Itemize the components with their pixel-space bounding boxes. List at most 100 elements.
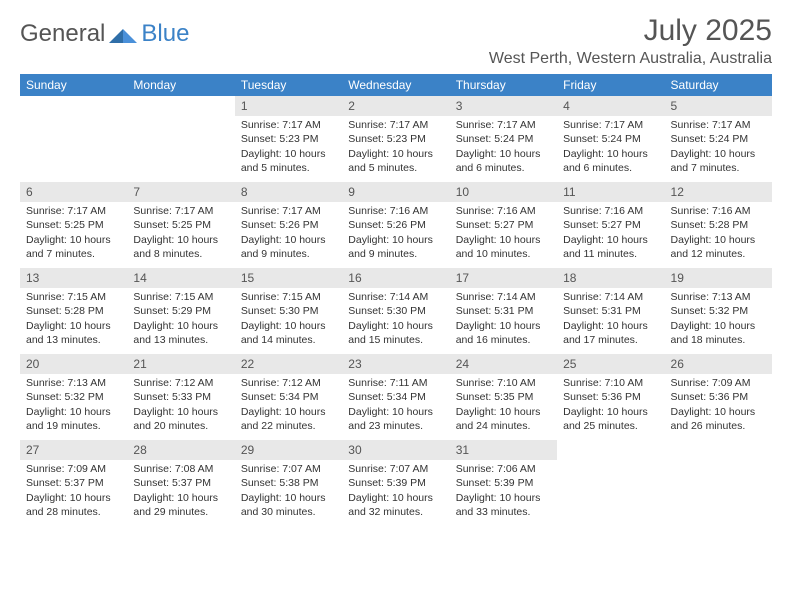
day-body: Sunrise: 7:16 AMSunset: 5:27 PMDaylight:… — [557, 202, 664, 265]
daylight-text: Daylight: 10 hours and 28 minutes. — [26, 491, 121, 519]
calendar-cell: 22Sunrise: 7:12 AMSunset: 5:34 PMDayligh… — [235, 354, 342, 440]
day-number: 20 — [20, 354, 127, 374]
sunrise-text: Sunrise: 7:15 AM — [26, 290, 121, 304]
sunrise-text: Sunrise: 7:15 AM — [133, 290, 228, 304]
day-body: Sunrise: 7:08 AMSunset: 5:37 PMDaylight:… — [127, 460, 234, 523]
day-header: Friday — [557, 74, 664, 96]
sunset-text: Sunset: 5:23 PM — [241, 132, 336, 146]
sunset-text: Sunset: 5:34 PM — [241, 390, 336, 404]
sunrise-text: Sunrise: 7:11 AM — [348, 376, 443, 390]
sunrise-text: Sunrise: 7:10 AM — [563, 376, 658, 390]
sunrise-text: Sunrise: 7:16 AM — [671, 204, 766, 218]
calendar-week: 13Sunrise: 7:15 AMSunset: 5:28 PMDayligh… — [20, 268, 772, 354]
day-body: Sunrise: 7:15 AMSunset: 5:28 PMDaylight:… — [20, 288, 127, 351]
calendar-cell: .. — [20, 96, 127, 182]
sunrise-text: Sunrise: 7:13 AM — [26, 376, 121, 390]
day-body: Sunrise: 7:07 AMSunset: 5:38 PMDaylight:… — [235, 460, 342, 523]
day-number: 14 — [127, 268, 234, 288]
calendar-cell: .. — [127, 96, 234, 182]
day-body: Sunrise: 7:16 AMSunset: 5:28 PMDaylight:… — [665, 202, 772, 265]
daylight-text: Daylight: 10 hours and 7 minutes. — [671, 147, 766, 175]
calendar-cell: 31Sunrise: 7:06 AMSunset: 5:39 PMDayligh… — [450, 440, 557, 526]
sunrise-text: Sunrise: 7:17 AM — [456, 118, 551, 132]
daylight-text: Daylight: 10 hours and 16 minutes. — [456, 319, 551, 347]
calendar-cell: 23Sunrise: 7:11 AMSunset: 5:34 PMDayligh… — [342, 354, 449, 440]
day-number: 15 — [235, 268, 342, 288]
calendar-cell: 19Sunrise: 7:13 AMSunset: 5:32 PMDayligh… — [665, 268, 772, 354]
day-number: 7 — [127, 182, 234, 202]
day-number: 21 — [127, 354, 234, 374]
daylight-text: Daylight: 10 hours and 13 minutes. — [26, 319, 121, 347]
sunset-text: Sunset: 5:36 PM — [671, 390, 766, 404]
day-body: Sunrise: 7:14 AMSunset: 5:30 PMDaylight:… — [342, 288, 449, 351]
sunset-text: Sunset: 5:31 PM — [563, 304, 658, 318]
sunset-text: Sunset: 5:29 PM — [133, 304, 228, 318]
sunset-text: Sunset: 5:26 PM — [241, 218, 336, 232]
sunrise-text: Sunrise: 7:17 AM — [241, 118, 336, 132]
day-number: 9 — [342, 182, 449, 202]
sunrise-text: Sunrise: 7:17 AM — [241, 204, 336, 218]
calendar-cell: .. — [665, 440, 772, 526]
calendar-week: 27Sunrise: 7:09 AMSunset: 5:37 PMDayligh… — [20, 440, 772, 526]
daylight-text: Daylight: 10 hours and 15 minutes. — [348, 319, 443, 347]
day-header: Thursday — [450, 74, 557, 96]
day-number: 6 — [20, 182, 127, 202]
day-number: 12 — [665, 182, 772, 202]
day-number: 29 — [235, 440, 342, 460]
day-number: 16 — [342, 268, 449, 288]
sunrise-text: Sunrise: 7:14 AM — [456, 290, 551, 304]
day-number: 19 — [665, 268, 772, 288]
sunrise-text: Sunrise: 7:13 AM — [671, 290, 766, 304]
daylight-text: Daylight: 10 hours and 9 minutes. — [348, 233, 443, 261]
day-header: Wednesday — [342, 74, 449, 96]
day-number: 18 — [557, 268, 664, 288]
calendar-cell: 13Sunrise: 7:15 AMSunset: 5:28 PMDayligh… — [20, 268, 127, 354]
sunset-text: Sunset: 5:25 PM — [26, 218, 121, 232]
daylight-text: Daylight: 10 hours and 6 minutes. — [456, 147, 551, 175]
sunset-text: Sunset: 5:34 PM — [348, 390, 443, 404]
sunrise-text: Sunrise: 7:17 AM — [26, 204, 121, 218]
sunset-text: Sunset: 5:27 PM — [563, 218, 658, 232]
daylight-text: Daylight: 10 hours and 5 minutes. — [241, 147, 336, 175]
calendar-cell: 12Sunrise: 7:16 AMSunset: 5:28 PMDayligh… — [665, 182, 772, 268]
daylight-text: Daylight: 10 hours and 12 minutes. — [671, 233, 766, 261]
day-body: Sunrise: 7:09 AMSunset: 5:37 PMDaylight:… — [20, 460, 127, 523]
sunrise-text: Sunrise: 7:14 AM — [348, 290, 443, 304]
day-number: 5 — [665, 96, 772, 116]
day-number: 28 — [127, 440, 234, 460]
day-number: 3 — [450, 96, 557, 116]
daylight-text: Daylight: 10 hours and 17 minutes. — [563, 319, 658, 347]
sunrise-text: Sunrise: 7:07 AM — [348, 462, 443, 476]
day-body: Sunrise: 7:11 AMSunset: 5:34 PMDaylight:… — [342, 374, 449, 437]
day-number: 8 — [235, 182, 342, 202]
sunset-text: Sunset: 5:24 PM — [456, 132, 551, 146]
day-body: Sunrise: 7:17 AMSunset: 5:25 PMDaylight:… — [127, 202, 234, 265]
daylight-text: Daylight: 10 hours and 24 minutes. — [456, 405, 551, 433]
daylight-text: Daylight: 10 hours and 5 minutes. — [348, 147, 443, 175]
daylight-text: Daylight: 10 hours and 13 minutes. — [133, 319, 228, 347]
daylight-text: Daylight: 10 hours and 6 minutes. — [563, 147, 658, 175]
location: West Perth, Western Australia, Australia — [489, 50, 772, 68]
sunset-text: Sunset: 5:36 PM — [563, 390, 658, 404]
day-body: Sunrise: 7:17 AMSunset: 5:25 PMDaylight:… — [20, 202, 127, 265]
day-number: 2 — [342, 96, 449, 116]
sunrise-text: Sunrise: 7:16 AM — [456, 204, 551, 218]
sunrise-text: Sunrise: 7:09 AM — [671, 376, 766, 390]
day-number: 31 — [450, 440, 557, 460]
day-body: Sunrise: 7:15 AMSunset: 5:30 PMDaylight:… — [235, 288, 342, 351]
daylight-text: Daylight: 10 hours and 11 minutes. — [563, 233, 658, 261]
day-header: Tuesday — [235, 74, 342, 96]
day-header-row: SundayMondayTuesdayWednesdayThursdayFrid… — [20, 74, 772, 96]
calendar-cell: 10Sunrise: 7:16 AMSunset: 5:27 PMDayligh… — [450, 182, 557, 268]
logo-triangle-icon — [109, 25, 137, 43]
daylight-text: Daylight: 10 hours and 20 minutes. — [133, 405, 228, 433]
daylight-text: Daylight: 10 hours and 26 minutes. — [671, 405, 766, 433]
calendar-table: SundayMondayTuesdayWednesdayThursdayFrid… — [20, 74, 772, 526]
calendar-week: ....1Sunrise: 7:17 AMSunset: 5:23 PMDayl… — [20, 96, 772, 182]
sunset-text: Sunset: 5:35 PM — [456, 390, 551, 404]
day-body: Sunrise: 7:16 AMSunset: 5:26 PMDaylight:… — [342, 202, 449, 265]
day-body: Sunrise: 7:16 AMSunset: 5:27 PMDaylight:… — [450, 202, 557, 265]
calendar-cell: 16Sunrise: 7:14 AMSunset: 5:30 PMDayligh… — [342, 268, 449, 354]
logo-general: General — [20, 20, 105, 48]
day-number: 23 — [342, 354, 449, 374]
